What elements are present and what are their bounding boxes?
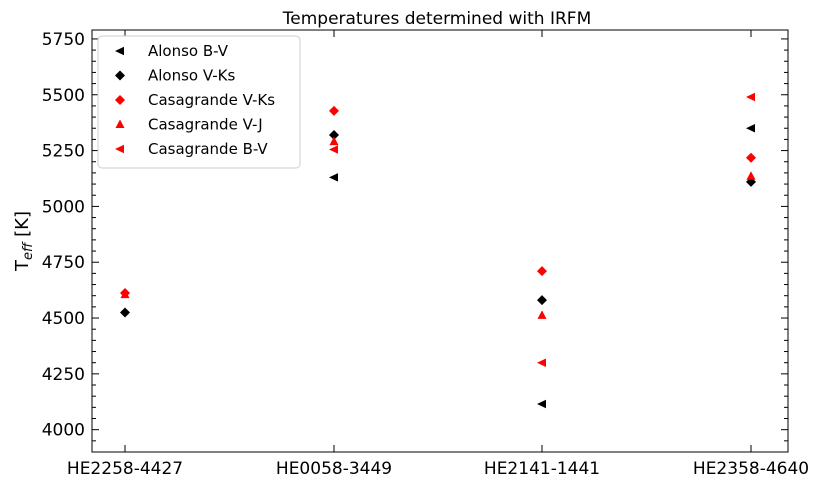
- legend-marker-casagrande-b-v: [115, 144, 124, 154]
- legend-label-casagrande-v-ks: Casagrande V-Ks: [148, 91, 275, 109]
- y-axis: 4000 4250 4500 4750 5000 5250 5500 5750: [42, 30, 788, 442]
- legend-label-casagrande-v-j: Casagrande V-J: [148, 116, 263, 134]
- y-tick-label: 5250: [42, 142, 85, 162]
- chart-title: Temperatures determined with IRFM: [282, 9, 591, 29]
- point-casagrande-v-ks: [746, 152, 756, 163]
- legend-marker-alonso-b-v: [115, 46, 124, 56]
- legend-marker-casagrande-v-j: [115, 119, 125, 128]
- legend-marker-casagrande-v-ks: [115, 95, 125, 105]
- point-casagrande-v-j: [746, 171, 756, 180]
- point-alonso-v-ks: [329, 129, 339, 140]
- legend-marker-alonso-v-ks: [115, 70, 125, 81]
- y-axis-label-subscript: eff: [21, 241, 36, 260]
- y-tick-label: 4500: [42, 309, 85, 329]
- plot-frame: [91, 29, 789, 453]
- point-alonso-b-v: [746, 123, 755, 133]
- y-axis-label-main: T: [12, 259, 33, 272]
- x-tick-label: HE2141-1441: [484, 459, 600, 479]
- y-tick-label: 4750: [42, 253, 85, 273]
- y-tick-label: 4250: [42, 365, 85, 385]
- y-tick-label: 5000: [42, 197, 85, 217]
- x-axis: HE2258-4427 HE0058-3449 HE2141-1441 HE2358-…: [67, 30, 809, 479]
- legend-box: [97, 35, 301, 169]
- data-points: [120, 92, 756, 409]
- point-alonso-b-v: [537, 399, 546, 409]
- point-casagrande-b-v: [537, 358, 546, 367]
- y-tick-label: 5500: [42, 86, 85, 106]
- point-alonso-b-v: [329, 173, 338, 182]
- legend-label-alonso-v-ks: Alonso V-Ks: [148, 67, 236, 85]
- legend-label-alonso-b-v: Alonso B-V: [148, 42, 229, 60]
- point-casagrande-v-j: [329, 136, 339, 146]
- point-alonso-v-ks: [537, 295, 547, 306]
- y-tick-label: 5750: [42, 30, 85, 50]
- point-casagrande-v-j: [120, 289, 130, 299]
- y-axis-label-unit: [K]: [12, 211, 33, 243]
- point-casagrande-v-ks: [537, 266, 547, 277]
- point-casagrande-b-v: [746, 92, 755, 102]
- y-axis-label: Teff [K]: [12, 211, 36, 272]
- y-tick-label: 4000: [42, 421, 85, 441]
- legend: Alonso B-V Alonso V-Ks Casagrande V-Ks Casa…: [97, 35, 301, 169]
- point-casagrande-b-v: [329, 145, 338, 154]
- point-casagrande-v-ks: [329, 105, 339, 116]
- point-casagrande-v-j: [537, 310, 547, 319]
- point-alonso-v-ks: [120, 307, 130, 318]
- x-tick-label: HE2258-4427: [67, 459, 183, 479]
- x-tick-label: HE0058-3449: [276, 459, 392, 479]
- legend-label-casagrande-b-v: Casagrande B-V: [148, 140, 268, 158]
- x-tick-label: HE2358-4640: [693, 459, 809, 479]
